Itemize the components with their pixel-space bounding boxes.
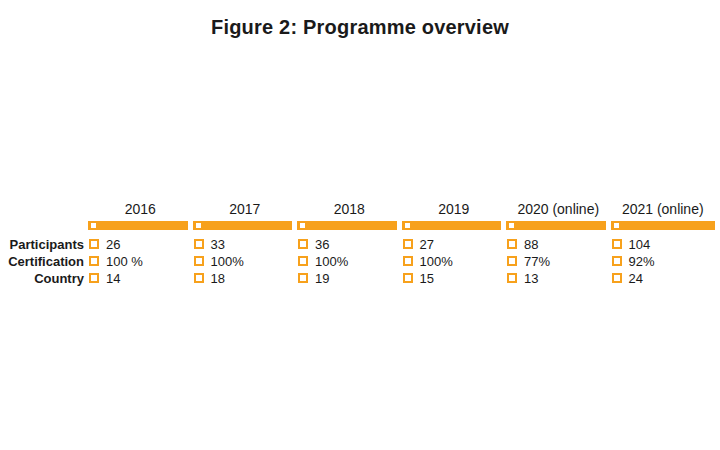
country-value: 13 — [524, 271, 538, 286]
timeline-bar-2019 — [402, 221, 502, 230]
participants-value: 27 — [420, 237, 434, 252]
value-square-icon — [298, 273, 308, 283]
participants-2016: 26 — [88, 236, 193, 252]
bar-cell-2018 — [297, 221, 402, 230]
certification-value: 100% — [420, 254, 453, 269]
row-label-country: Country — [0, 270, 84, 286]
certification-2016: 100 % — [88, 253, 193, 269]
bar-cell-2017 — [193, 221, 298, 230]
bar-row-label-spacer — [0, 221, 84, 230]
participants-value: 36 — [315, 237, 329, 252]
year-header-row: 2016 2017 2018 2019 2020 (online) 2021 (… — [0, 196, 715, 219]
bar-cell-2020 — [506, 221, 611, 230]
value-square-icon — [403, 273, 413, 283]
timeline-bar-2021 — [611, 221, 716, 230]
figure-title: Figure 2: Programme overview — [0, 16, 720, 39]
value-square-icon — [298, 256, 308, 266]
bar-square-marker-icon — [89, 221, 98, 230]
row-label-participants: Participants — [0, 236, 84, 252]
value-square-icon — [612, 256, 622, 266]
year-header-2016: 2016 — [88, 196, 193, 219]
figure-canvas: Figure 2: Programme overview 2016 2017 2… — [0, 0, 720, 450]
value-square-icon — [194, 239, 204, 249]
value-square-icon — [298, 239, 308, 249]
country-value: 15 — [420, 271, 434, 286]
value-square-icon — [194, 273, 204, 283]
year-header-2020-online: 2020 (online) — [506, 196, 611, 219]
participants-2020: 88 — [506, 236, 611, 252]
value-square-icon — [612, 239, 622, 249]
value-square-icon — [89, 239, 99, 249]
year-header-2017: 2017 — [193, 196, 298, 219]
value-square-icon — [507, 273, 517, 283]
value-square-icon — [89, 256, 99, 266]
year-header-2018: 2018 — [297, 196, 402, 219]
participants-2021: 104 — [611, 236, 716, 252]
timeline-bar-2018 — [297, 221, 397, 230]
bar-square-marker-icon — [403, 221, 412, 230]
value-square-icon — [89, 273, 99, 283]
certification-2017: 100% — [193, 253, 298, 269]
bar-square-marker-icon — [298, 221, 307, 230]
bar-square-marker-icon — [507, 221, 516, 230]
country-value: 19 — [315, 271, 329, 286]
participants-row: Participants 26 33 36 27 88 104 — [0, 236, 715, 252]
timeline-bar-2016 — [88, 221, 188, 230]
certification-row: Certification 100 % 100% 100% 100% 77% 9… — [0, 253, 715, 269]
bar-cell-2016 — [88, 221, 193, 230]
participants-value: 88 — [524, 237, 538, 252]
value-square-icon — [403, 256, 413, 266]
participants-2018: 36 — [297, 236, 402, 252]
timeline-bar-2017 — [193, 221, 293, 230]
certification-2019: 100% — [402, 253, 507, 269]
country-value: 14 — [106, 271, 120, 286]
certification-2018: 100% — [297, 253, 402, 269]
country-2016: 14 — [88, 270, 193, 286]
value-square-icon — [612, 273, 622, 283]
value-square-icon — [507, 256, 517, 266]
participants-2019: 27 — [402, 236, 507, 252]
country-2019: 15 — [402, 270, 507, 286]
certification-value: 100% — [211, 254, 244, 269]
country-value: 18 — [211, 271, 225, 286]
country-value: 24 — [629, 271, 643, 286]
value-square-icon — [194, 256, 204, 266]
bar-square-marker-icon — [194, 221, 203, 230]
country-2021: 24 — [611, 270, 716, 286]
bar-cell-2021 — [611, 221, 716, 230]
certification-value: 77% — [524, 254, 550, 269]
participants-value: 104 — [629, 237, 651, 252]
certification-value: 92% — [629, 254, 655, 269]
row-label-certification: Certification — [0, 253, 84, 269]
country-2018: 19 — [297, 270, 402, 286]
country-2020: 13 — [506, 270, 611, 286]
year-header-2019: 2019 — [402, 196, 507, 219]
value-square-icon — [507, 239, 517, 249]
participants-2017: 33 — [193, 236, 298, 252]
country-row: Country 14 18 19 15 13 24 — [0, 270, 715, 286]
value-square-icon — [403, 239, 413, 249]
certification-2020: 77% — [506, 253, 611, 269]
participants-value: 33 — [211, 237, 225, 252]
timeline-bar-2020 — [506, 221, 606, 230]
bar-cell-2019 — [402, 221, 507, 230]
timeline-bar-row — [0, 221, 715, 230]
year-row-label-spacer — [0, 196, 84, 219]
country-2017: 18 — [193, 270, 298, 286]
bar-square-marker-icon — [612, 221, 621, 230]
participants-value: 26 — [106, 237, 120, 252]
certification-2021: 92% — [611, 253, 716, 269]
certification-value: 100 % — [106, 254, 143, 269]
certification-value: 100% — [315, 254, 348, 269]
year-header-2021-online: 2021 (online) — [611, 196, 716, 219]
